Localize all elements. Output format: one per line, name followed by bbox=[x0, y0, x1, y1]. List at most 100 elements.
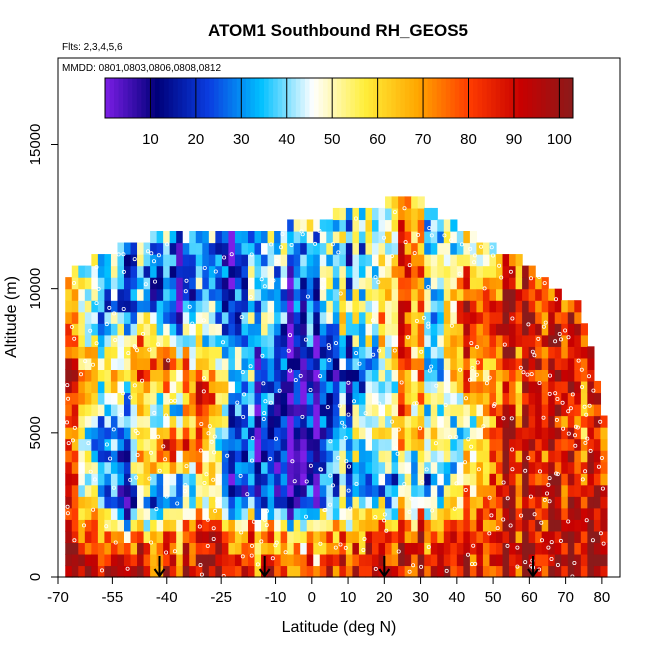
observation-point bbox=[259, 539, 264, 544]
heatmap-cell bbox=[574, 450, 582, 463]
heatmap-cell bbox=[117, 565, 125, 578]
heatmap-cell bbox=[156, 323, 164, 336]
heatmap-cell bbox=[411, 369, 419, 382]
observation-point bbox=[363, 411, 368, 416]
heatmap-cell bbox=[104, 254, 112, 267]
heatmap-cell bbox=[339, 530, 347, 543]
heatmap-cell bbox=[261, 346, 269, 359]
heatmap-cell bbox=[411, 404, 419, 417]
heatmap-cell bbox=[241, 288, 249, 301]
observation-point bbox=[140, 331, 145, 336]
heatmap-cell bbox=[84, 277, 92, 290]
heatmap-cell bbox=[228, 450, 236, 463]
colorbar-swatch bbox=[559, 78, 565, 118]
observation-point bbox=[206, 431, 211, 436]
heatmap-cell bbox=[391, 380, 399, 394]
heatmap-cell bbox=[528, 323, 536, 336]
heatmap-cell bbox=[424, 427, 432, 440]
heatmap-cell bbox=[443, 519, 451, 532]
observation-point bbox=[308, 463, 313, 468]
heatmap-cell bbox=[561, 484, 569, 497]
heatmap-cell bbox=[195, 380, 203, 394]
observation-point bbox=[580, 477, 585, 482]
heatmap-cell bbox=[371, 427, 380, 440]
heatmap-cell bbox=[535, 392, 543, 405]
heatmap-cell bbox=[404, 542, 412, 555]
heatmap-cell bbox=[326, 507, 334, 520]
heatmap-cell bbox=[417, 461, 425, 474]
heatmap-cell bbox=[84, 346, 92, 359]
observation-point bbox=[583, 469, 588, 474]
observation-point bbox=[199, 572, 204, 577]
heatmap-cell bbox=[293, 519, 301, 532]
observation-point bbox=[249, 458, 254, 463]
heatmap-cell bbox=[91, 277, 99, 290]
heatmap-cell bbox=[398, 404, 406, 417]
heatmap-cell bbox=[561, 415, 569, 428]
heatmap-cell bbox=[71, 323, 79, 336]
heatmap-cell bbox=[358, 242, 367, 255]
observation-point bbox=[591, 388, 596, 393]
heatmap-cell bbox=[71, 496, 79, 509]
observation-point bbox=[452, 506, 457, 511]
heatmap-cell bbox=[176, 231, 184, 244]
heatmap-cell bbox=[404, 404, 412, 417]
observation-point bbox=[427, 226, 432, 231]
heatmap-cell bbox=[195, 288, 203, 301]
heatmap-cell bbox=[580, 404, 588, 417]
heatmap-cell bbox=[176, 461, 184, 474]
heatmap-cell bbox=[182, 519, 190, 532]
colorbar-swatch bbox=[232, 78, 238, 118]
heatmap-cell bbox=[332, 438, 340, 451]
heatmap-cell bbox=[195, 242, 203, 255]
heatmap-cell bbox=[156, 542, 164, 555]
heatmap-cell bbox=[150, 473, 158, 486]
heatmap-cell bbox=[228, 369, 236, 382]
heatmap-cell bbox=[91, 311, 99, 324]
heatmap-cell bbox=[202, 404, 210, 417]
heatmap-cell bbox=[221, 380, 230, 394]
heatmap-cell bbox=[176, 334, 184, 347]
heatmap-cell bbox=[182, 427, 190, 440]
heatmap-cell bbox=[600, 427, 608, 440]
heatmap-cell bbox=[156, 473, 164, 486]
heatmap-cell bbox=[378, 207, 386, 221]
heatmap-cell bbox=[515, 288, 523, 301]
heatmap-cell bbox=[339, 311, 347, 324]
heatmap-cell bbox=[254, 277, 262, 290]
observation-point bbox=[598, 419, 603, 424]
heatmap-cell bbox=[130, 254, 138, 267]
heatmap-cell bbox=[150, 484, 158, 497]
heatmap-cell bbox=[300, 542, 308, 555]
heatmap-cell bbox=[156, 357, 164, 370]
heatmap-cell bbox=[110, 461, 119, 474]
heatmap-cell bbox=[267, 438, 275, 451]
heatmap-cell bbox=[548, 334, 556, 347]
heatmap-cell bbox=[574, 427, 582, 440]
heatmap-cell bbox=[528, 415, 536, 428]
heatmap-cell bbox=[385, 507, 393, 520]
heatmap-cell bbox=[280, 530, 288, 543]
heatmap-cell bbox=[371, 553, 380, 567]
heatmap-cell bbox=[254, 450, 262, 463]
heatmap-cell bbox=[176, 323, 184, 336]
heatmap-cell bbox=[548, 542, 556, 555]
heatmap-cell bbox=[515, 450, 523, 463]
heatmap-cell bbox=[574, 300, 582, 313]
observation-point bbox=[289, 242, 294, 247]
heatmap-cell bbox=[300, 427, 308, 440]
observation-point bbox=[140, 378, 145, 383]
heatmap-cell bbox=[176, 427, 184, 440]
observation-point bbox=[344, 459, 349, 464]
heatmap-cell bbox=[509, 380, 517, 394]
heatmap-cell bbox=[326, 438, 334, 451]
observation-point bbox=[250, 436, 255, 441]
heatmap-cell bbox=[65, 496, 73, 509]
observation-point bbox=[501, 480, 506, 485]
heatmap-cell bbox=[437, 484, 445, 497]
heatmap-cell bbox=[535, 519, 543, 532]
heatmap-cell bbox=[254, 334, 262, 347]
heatmap-cell bbox=[182, 392, 190, 405]
heatmap-cell bbox=[202, 496, 210, 509]
heatmap-cell bbox=[254, 254, 262, 267]
